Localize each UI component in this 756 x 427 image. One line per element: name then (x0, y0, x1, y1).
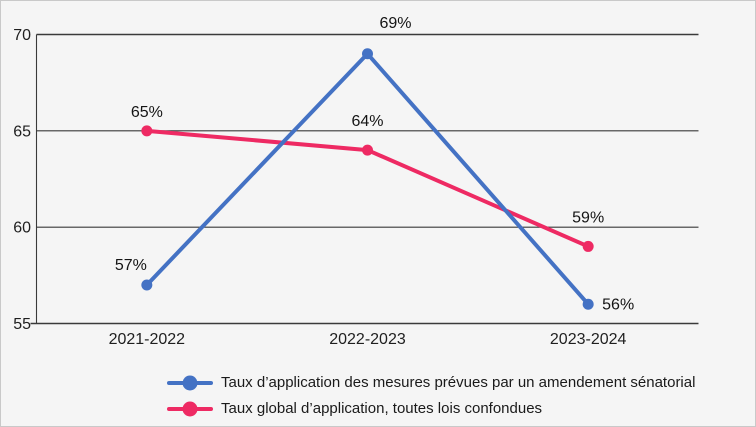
x-tick-label: 2023-2024 (550, 331, 627, 348)
legend-label: Taux global d’application, toutes lois c… (221, 400, 543, 417)
y-tick-label: 70 (13, 27, 31, 44)
data-point (141, 125, 153, 137)
data-label: 69% (379, 15, 411, 32)
data-point (362, 48, 373, 60)
legend-item-taux-global: Taux global d’application, toutes lois c… (167, 398, 695, 419)
legend-line-marker-icon (167, 401, 213, 416)
series-line (144, 51, 591, 307)
x-tick-label: 2021-2022 (109, 331, 186, 348)
data-label: 57% (115, 257, 147, 274)
legend-item-amendement-senatorial: Taux d’application des mesures prévues p… (167, 372, 695, 393)
y-tick-label: 65 (13, 123, 31, 140)
chart-legend: Taux d’application des mesures prévues p… (167, 372, 695, 419)
y-tick-label: 60 (13, 220, 31, 237)
data-point (582, 240, 594, 252)
data-label: 56% (602, 297, 634, 314)
data-point (362, 144, 373, 156)
data-point (582, 298, 594, 310)
y-tick-label: 55 (13, 316, 31, 333)
legend-label: Taux d’application des mesures prévues p… (221, 374, 696, 391)
data-label: 59% (572, 209, 604, 226)
data-point (141, 279, 153, 291)
legend-line-marker-icon (167, 375, 213, 390)
data-label: 65% (131, 104, 163, 121)
x-tick-label: 2022-2023 (329, 331, 406, 348)
data-label: 64% (351, 113, 383, 130)
